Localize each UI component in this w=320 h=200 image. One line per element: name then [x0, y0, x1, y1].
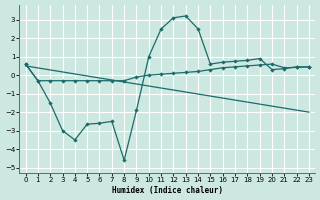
X-axis label: Humidex (Indice chaleur): Humidex (Indice chaleur) [112, 186, 223, 195]
